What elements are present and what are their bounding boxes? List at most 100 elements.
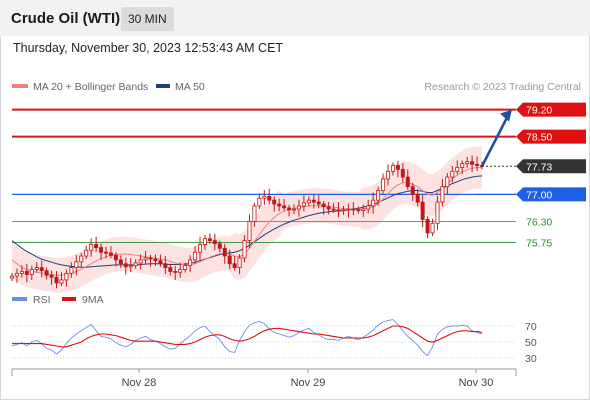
candle-body [49,274,54,278]
candle-body [410,186,415,195]
candle-body [465,161,470,164]
candle-body [14,272,19,277]
projection-arrow [480,109,512,167]
candle-body [178,269,183,273]
rsi-legend: RSI 9MA [12,294,104,306]
moving-averages [11,166,483,276]
time-axis: Nov 28 Nov 29 Nov 30 [11,368,517,389]
candle-body [381,178,386,191]
price-tags: 79.20 78.50 77.73 77.00 76.30 75.75 [516,102,586,250]
candle-body [361,208,366,211]
candle-body [385,170,390,180]
candle-body [188,259,193,267]
ma50-legend-label: MA 50 [175,81,205,93]
candle-body [267,195,272,201]
rsi-tick-label: 30 [525,353,537,365]
rsi-panel: 70 50 30 [11,319,537,365]
candle-body [79,255,84,263]
candle-body [59,279,64,284]
candle-body [217,243,222,249]
rsi-legend-label: RSI [33,294,51,306]
candle-body [316,201,321,205]
candle-body [331,208,336,211]
rsi-ma-legend-label: 9MA [82,294,104,306]
candle-body [277,203,282,207]
candle-body [54,276,59,284]
bollinger-band [12,146,482,293]
legend: MA 20 + Bollinger Bands MA 50 Research ©… [12,81,581,93]
candle-body [346,208,351,211]
level-tag-78.50: 78.50 [526,132,552,144]
level-tag-77.00: 77.00 [526,189,552,201]
copyright-label: Research © 2023 Trading Central [424,81,581,93]
candle-body [74,261,79,268]
candle-body [455,167,460,172]
candle-body [405,176,410,188]
datetime-label: Thursday, November 30, 2023 12:53:43 AM … [13,41,284,55]
level-tag-bg-77.00 [516,187,586,202]
candle-body [9,275,14,279]
candle-body [435,201,440,224]
level-tag-75.75: 75.75 [526,238,552,250]
candle-body [94,244,99,248]
candle-body [321,203,326,208]
candle-body [400,168,405,178]
candle-body [89,244,94,251]
candle-body [64,272,69,281]
candle-body [104,251,109,254]
candle-body [390,165,395,172]
candle-body [232,263,237,268]
candle-body [19,271,24,274]
candle-body [99,247,104,253]
candle-body [123,263,128,268]
candle-body [430,222,435,234]
candle-body [128,265,133,268]
candle-body [395,165,400,170]
candle-body [133,262,138,267]
candle-body [351,208,356,211]
candle-body [222,247,227,257]
arrow-shaft [480,115,510,167]
candle-body [371,199,376,207]
candle-body [138,259,143,264]
candle-body [173,271,178,273]
instrument-title: Crude Oil (WTI) [11,10,121,27]
candle-body [470,161,475,165]
candle-body [202,238,207,245]
candle-body [193,251,198,261]
candle-body [341,209,346,212]
candle-body [282,205,287,209]
timeframe-badge[interactable]: 30 MIN [121,7,174,31]
candle-body [420,201,425,220]
level-tag-bg-78.50 [516,129,586,144]
candle-body [356,209,361,212]
rsi-tick-label: 70 [525,321,537,333]
candle-body [39,267,44,272]
candle-body [183,265,188,270]
level-tag-bg-79.20 [516,102,586,117]
candle-body [450,170,455,178]
candle-body [29,269,34,275]
candle-body [168,267,173,272]
candle-body [24,271,29,275]
candle-body [44,270,49,276]
header-bar: Crude Oil (WTI) 30 MIN [0,0,590,36]
ma20-line [11,166,482,276]
candle-body [287,207,292,211]
candle-body [311,199,316,203]
candle-body [252,205,257,222]
candle-body [460,163,465,168]
candle-body [34,267,39,270]
price-levels [12,108,516,243]
candle-body [376,190,381,201]
candle-body [247,220,252,242]
candle-body [69,267,74,274]
candle-body [291,208,296,211]
candle-body [306,199,311,204]
level-tag-bg-77.73 [516,159,586,174]
candle-body [257,197,262,207]
rsi-ma-line [12,325,483,348]
candle-body [242,240,247,259]
candle-body [296,205,301,210]
